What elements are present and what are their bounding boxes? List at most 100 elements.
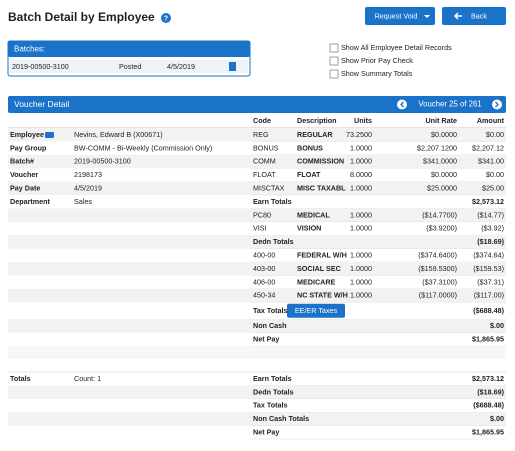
line-unit-rate: $0.0000 [431,130,457,139]
info-value: Nevins, Edward B (X00671) [74,130,163,139]
checkbox[interactable] [329,43,339,53]
info-label: Pay Date [10,184,40,193]
line-units: 1.0000 [350,251,372,260]
column-header: Description [297,116,337,125]
row-shade [8,288,506,303]
line-code: PC80 [253,210,271,219]
line-amount: ($14.77) [477,210,504,219]
summary-label: Tax Totals [253,401,287,410]
employee-card-icon[interactable] [45,132,54,138]
line-description: BONUS [297,143,323,152]
line-description: MEDICARE [297,277,336,286]
voucher-header [8,96,506,113]
batch-doc-icon[interactable] [229,62,236,71]
info-label: Batch# [10,157,34,166]
line-amount: ($117.00) [474,291,504,300]
dropdown-caret [424,15,430,18]
line-code: VISI [253,224,267,233]
prev-voucher[interactable] [397,99,407,110]
total-label: Tax Totals [253,306,287,315]
row-shade [8,154,506,169]
line-code: 403-00 [253,264,275,273]
info-label: Employee [10,130,44,139]
line-code: 450-34 [253,291,275,300]
ee-er-taxes-label: EE/ER Taxes [295,306,338,315]
line-unit-rate: $341.0000 [423,157,457,166]
column-header: Amount [477,116,505,125]
voucher-counter: Voucher 25 of 261 [418,100,481,109]
column-header: Units [354,116,372,125]
line-unit-rate: ($159.5300) [418,264,457,273]
batches-header [8,41,250,57]
line-units: 8.0000 [350,170,372,179]
batch-status: Posted [119,62,141,71]
line-units: 1.0000 [350,210,372,219]
line-unit-rate: $2,207.1200 [417,143,457,152]
line-unit-rate: ($117.0000) [419,291,457,300]
request-void-button[interactable] [365,7,435,25]
ee-er-taxes-button[interactable] [287,303,345,318]
line-code: REG [253,130,269,139]
line-unit-rate: $0.0000 [431,170,457,179]
line-amount: $0.00 [486,130,504,139]
line-units: 1.0000 [350,184,372,193]
summary-label: Earn Totals [253,374,292,383]
help-glyph: ? [164,15,168,22]
total-label: Earn Totals [253,197,292,206]
line-units: 1.0000 [350,277,372,286]
batch-row[interactable] [10,60,248,73]
row-shade [8,181,506,195]
total-label: Net Pay [253,335,279,344]
line-code: FLOAT [253,170,276,179]
line-description: SOCIAL SEC [297,264,341,273]
help-icon[interactable] [161,13,171,23]
line-unit-rate: ($3.9200) [426,224,457,233]
line-code: MISCTAX [253,184,285,193]
line-description: COMMISSION [297,157,344,166]
row-shade [8,235,506,249]
row-shade [8,262,506,276]
line-description: VISION [297,224,321,233]
line-unit-rate: $25.0000 [427,184,457,193]
summary-amount: $2,573.12 [472,374,504,383]
line-code: 406-00 [253,277,275,286]
info-value: 4/5/2019 [74,184,102,193]
checkbox-label: Show Summary Totals [341,69,413,78]
total-amount: $1,865.95 [472,335,504,344]
summary-label: Net Pay [253,428,279,437]
summary-amount: ($18.69) [477,387,504,396]
line-units: 1.0000 [350,224,372,233]
line-amount: $341.00 [478,157,504,166]
request-void-label: Request Void [375,11,418,20]
checkbox[interactable] [329,56,339,66]
checkbox[interactable] [329,69,339,79]
line-units: 1.0000 [350,143,372,152]
checkbox-label: Show All Employee Detail Records [341,43,452,52]
column-header: Unit Rate [425,116,457,125]
row-shade [8,385,506,399]
back-arrow [453,12,462,20]
line-unit-rate: ($14.7700) [422,210,457,219]
line-amount: $2,207.12 [472,143,504,152]
back-label: Back [471,11,487,20]
next-voucher[interactable] [492,99,502,110]
row-shade [8,346,506,359]
info-value: 2019-00500-3100 [74,157,131,166]
line-units: 1.0000 [350,291,372,300]
line-description: FLOAT [297,170,321,179]
line-code: BONUS [253,143,279,152]
back-button[interactable] [442,7,506,25]
column-header: Code [253,116,271,125]
row-shade [8,208,506,222]
page-title: Batch Detail by Employee [8,10,155,24]
prev-arrow [400,101,404,108]
total-label: Non Cash [253,321,287,330]
line-units: 1.0000 [350,264,372,273]
line-description: FEDERAL W/H [297,251,347,260]
total-label: Dedn Totals [253,237,294,246]
row-shade [8,412,506,426]
info-value: Sales [74,197,92,206]
line-units: 73.2500 [346,130,372,139]
batch-date: 4/5/2019 [167,62,195,71]
